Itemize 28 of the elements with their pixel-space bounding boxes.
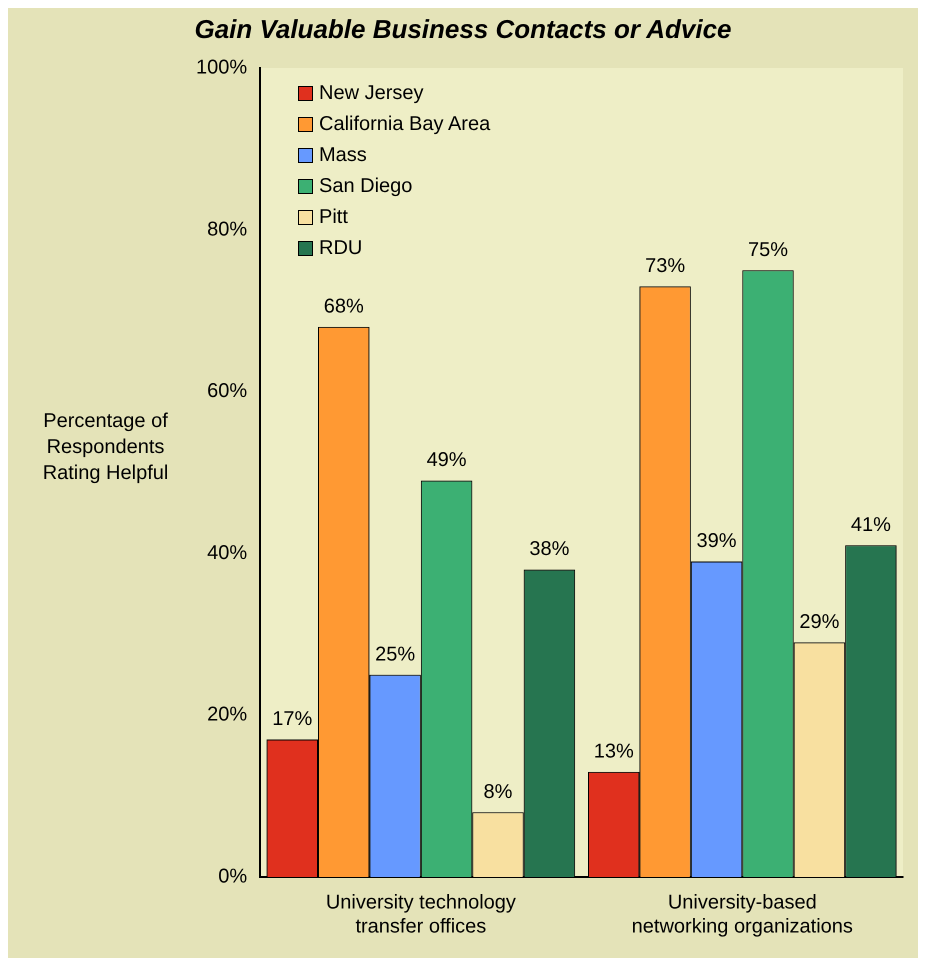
data-label: 41% <box>850 514 892 536</box>
legend-label: California Bay Area <box>319 113 490 136</box>
y-tick-label: 20% <box>207 704 248 726</box>
data-label: 8% <box>484 780 513 803</box>
x-tick-label: University technology transfer offices <box>326 892 516 938</box>
data-label: 73% <box>645 254 686 277</box>
y-tick-label: 80% <box>207 218 248 240</box>
y-tick-label: 100% <box>196 56 248 79</box>
x-tick-label: University-based networking organizations <box>632 892 853 938</box>
data-label: 17% <box>272 708 313 730</box>
legend-label: San Diego <box>319 175 412 198</box>
legend-label: Mass <box>319 144 367 167</box>
y-axis-title: Percentage of Respondents Rating Helpful <box>42 409 170 486</box>
y-tick-label: 60% <box>207 380 248 402</box>
y-tick-label: 40% <box>207 542 248 564</box>
data-label: 13% <box>594 740 634 762</box>
data-label: 39% <box>696 530 737 552</box>
legend-label: New Jersey <box>319 82 424 105</box>
data-label: 25% <box>375 643 416 666</box>
chart-title: Gain Valuable Business Contacts or Advice <box>193 14 732 45</box>
y-tick-label: 0% <box>218 866 248 888</box>
legend-label: RDU <box>319 237 362 260</box>
data-label: 68% <box>324 295 364 318</box>
data-label: 75% <box>748 238 788 261</box>
data-label: 38% <box>529 538 570 560</box>
data-label: 29% <box>799 610 840 633</box>
legend-label: Pitt <box>319 206 348 229</box>
data-label: 49% <box>426 449 467 472</box>
